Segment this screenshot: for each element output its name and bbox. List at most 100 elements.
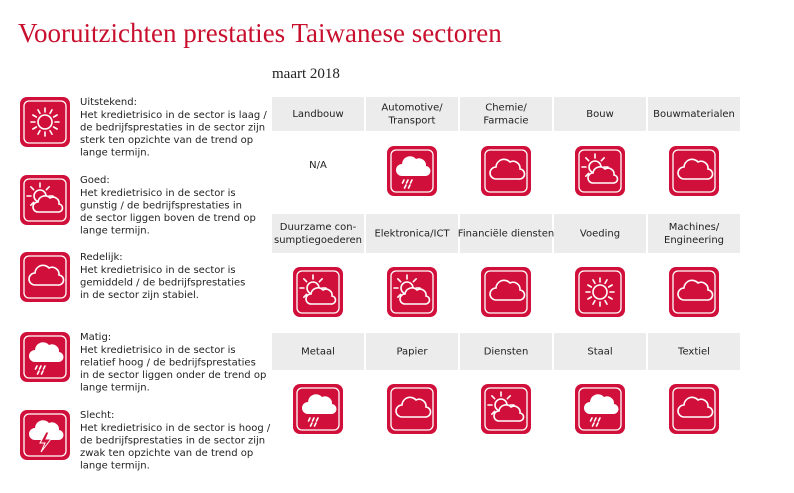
cloud bbox=[32, 195, 64, 213]
weather-icon bbox=[575, 146, 625, 196]
legend-line: gunstig / de bedrijfsprestaties in bbox=[80, 201, 242, 212]
icon-bg bbox=[669, 146, 719, 196]
sun-ray bbox=[491, 410, 496, 415]
rain-drop bbox=[401, 179, 405, 184]
sun-ray bbox=[303, 278, 308, 283]
legend-line: relatief hoog / de bedrijfsprestaties bbox=[80, 358, 256, 369]
icon-frame bbox=[23, 413, 67, 457]
icon-frame bbox=[672, 270, 716, 314]
weather-icon bbox=[293, 384, 343, 434]
sun-ray bbox=[604, 299, 608, 305]
rain-drop bbox=[307, 417, 311, 422]
rain-drop bbox=[309, 422, 313, 427]
sector-name: Financiële diensten bbox=[458, 229, 554, 240]
sector-name: Engineering bbox=[664, 235, 724, 246]
icon-frame bbox=[672, 149, 716, 193]
weather-icon bbox=[669, 146, 719, 196]
sun-ray bbox=[506, 395, 511, 400]
sun-ray bbox=[592, 279, 596, 285]
icon-frame bbox=[578, 149, 622, 193]
legend-label: Redelijk: bbox=[80, 252, 123, 263]
sun-ray bbox=[303, 293, 308, 298]
rain-drop bbox=[34, 365, 38, 370]
sun-ray bbox=[604, 279, 608, 285]
cloud bbox=[396, 156, 431, 177]
icon-frame bbox=[672, 387, 716, 431]
legend-line: lange termijn. bbox=[80, 148, 150, 159]
legend-label: Goed: bbox=[80, 175, 110, 186]
sun-ray bbox=[32, 114, 38, 118]
icon-bg bbox=[481, 146, 531, 196]
icon-frame bbox=[578, 270, 622, 314]
sun-ray bbox=[585, 157, 590, 162]
cloud bbox=[584, 394, 619, 415]
cloud bbox=[587, 166, 619, 184]
weather-icon bbox=[20, 252, 70, 302]
legend-line: lange termijn. bbox=[80, 226, 150, 237]
sector-header bbox=[366, 214, 458, 253]
weather-icon bbox=[669, 384, 719, 434]
legend-line: Het kredietrisico in de sector is bbox=[80, 188, 236, 199]
icon-bg bbox=[575, 267, 625, 317]
sector-name: Automotive/ bbox=[381, 103, 443, 114]
rain-drop bbox=[407, 184, 411, 189]
sector-name: Metaal bbox=[301, 347, 335, 358]
cloud bbox=[489, 279, 526, 301]
icon-frame bbox=[23, 100, 67, 144]
sector-name: Textiel bbox=[677, 347, 710, 358]
sector-name: Papier bbox=[396, 347, 428, 358]
sun-ray bbox=[37, 109, 41, 115]
sun-ray bbox=[607, 284, 613, 288]
weather-icon bbox=[20, 332, 70, 382]
cloud bbox=[677, 158, 714, 180]
icon-frame bbox=[23, 335, 67, 379]
icon-frame bbox=[296, 270, 340, 314]
cloud bbox=[493, 404, 525, 422]
weather-icon bbox=[669, 267, 719, 317]
sector-header bbox=[460, 333, 552, 370]
legend-line: Het kredietrisico in de sector is hoog / bbox=[80, 423, 271, 434]
icon-bg bbox=[669, 384, 719, 434]
weather-icon bbox=[481, 146, 531, 196]
sector-header bbox=[366, 97, 458, 131]
cloud bbox=[399, 287, 431, 305]
sun-ray bbox=[318, 278, 323, 283]
sun-ray bbox=[52, 126, 58, 130]
sector-name: Bouwmaterialen bbox=[653, 109, 735, 120]
sector-header bbox=[272, 214, 364, 253]
sun-ray bbox=[45, 186, 50, 191]
sector-name: Staal bbox=[587, 347, 612, 358]
legend-line: Het kredietrisico in de sector is laag / bbox=[80, 110, 267, 121]
sector-header bbox=[554, 214, 646, 253]
sector-header bbox=[272, 333, 364, 370]
sector-name: Voeding bbox=[580, 229, 620, 240]
weather-icon bbox=[20, 410, 70, 460]
rain-drop bbox=[311, 417, 315, 422]
rain-drop bbox=[405, 179, 409, 184]
sun-ray bbox=[30, 186, 35, 191]
icon-bg bbox=[20, 252, 70, 302]
icon-frame bbox=[296, 387, 340, 431]
sun bbox=[592, 284, 608, 300]
sun-ray bbox=[587, 296, 593, 300]
icon-bg bbox=[669, 267, 719, 317]
weather-icon bbox=[575, 384, 625, 434]
weather-icon bbox=[481, 384, 531, 434]
cloud bbox=[29, 420, 64, 441]
sun bbox=[37, 114, 53, 130]
sun-ray bbox=[592, 299, 596, 305]
weather-icon bbox=[481, 267, 531, 317]
sector-name: Elektronica/ICT bbox=[374, 229, 450, 240]
icon-bg bbox=[481, 267, 531, 317]
legend-line: in de sector zijn stabiel. bbox=[80, 290, 199, 301]
sun-ray bbox=[49, 129, 53, 135]
sun-ray bbox=[412, 278, 417, 283]
weather-icon bbox=[20, 97, 70, 147]
sector-name: Transport bbox=[388, 116, 436, 127]
legend-line: de bedrijfsprestaties in de sector zijn bbox=[80, 123, 265, 134]
sun-ray bbox=[397, 278, 402, 283]
icon-frame bbox=[578, 387, 622, 431]
legend-line: in de sector liggen onder de trend op bbox=[80, 370, 266, 381]
legend-line: lange termijn. bbox=[80, 461, 150, 472]
